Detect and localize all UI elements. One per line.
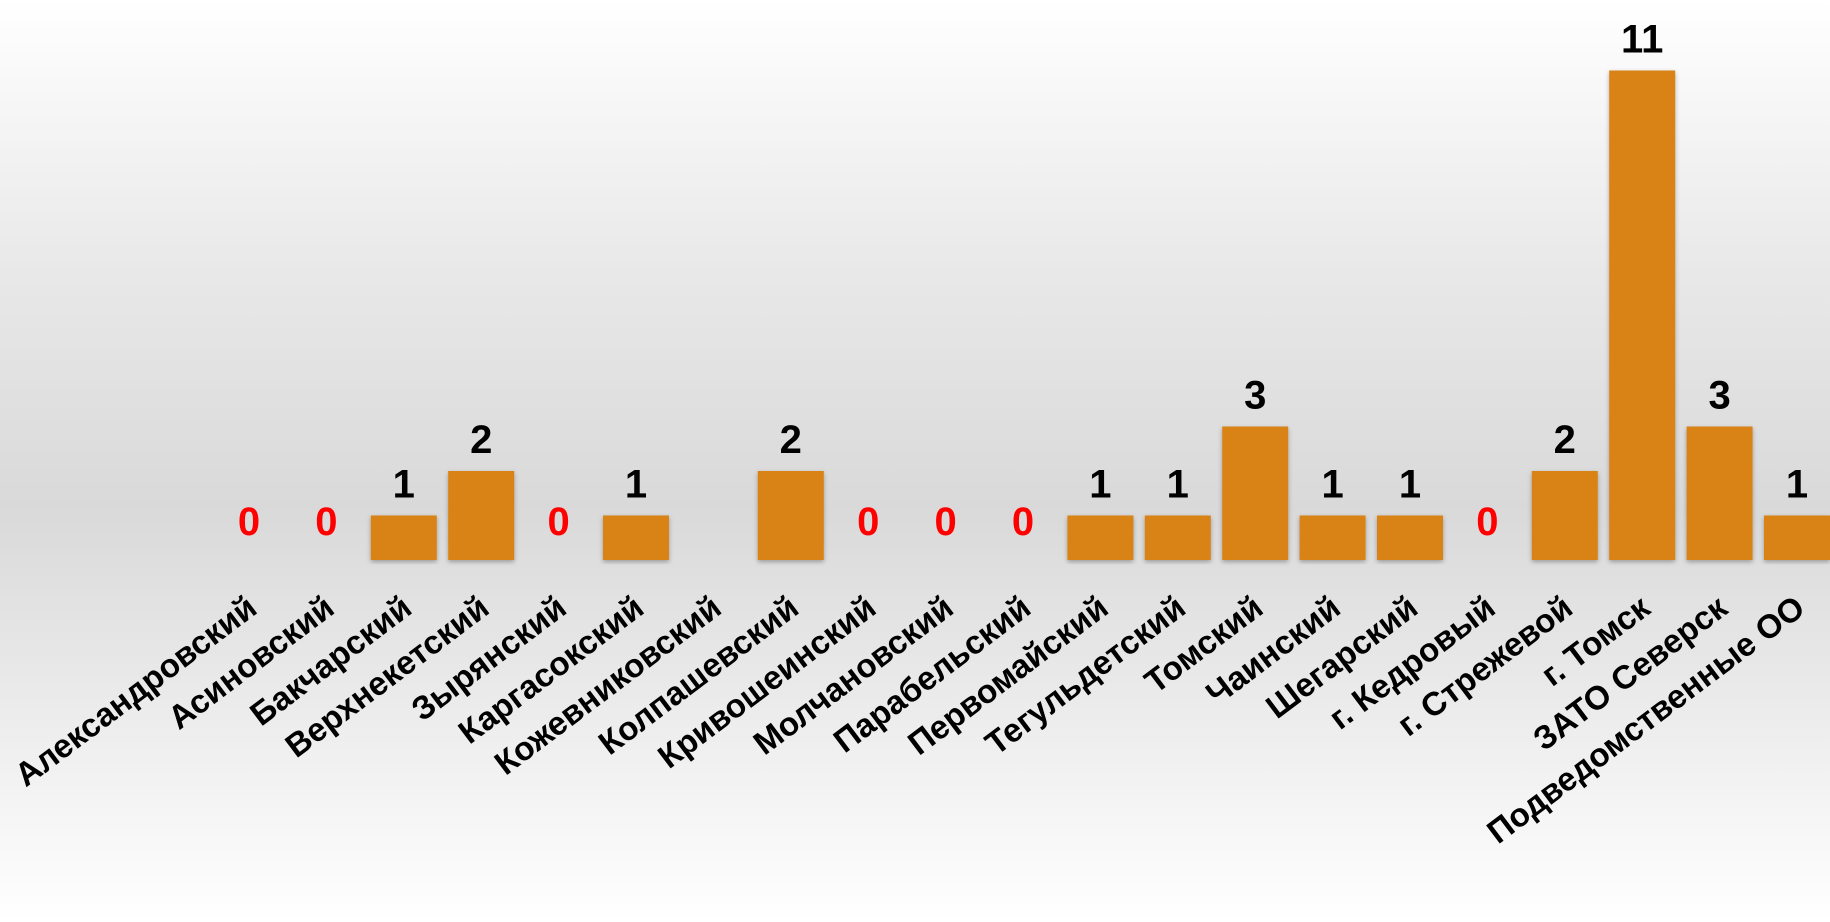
bar <box>370 515 437 560</box>
data-label: 2 <box>470 418 492 462</box>
data-label: 3 <box>1244 374 1266 418</box>
bar <box>1144 515 1211 560</box>
bar <box>448 471 515 560</box>
data-label: 0 <box>315 500 337 544</box>
data-label: 0 <box>1012 500 1034 544</box>
data-label: 1 <box>1089 463 1111 507</box>
bar <box>1222 426 1289 560</box>
bar <box>1686 426 1753 560</box>
data-label: 2 <box>780 418 802 462</box>
data-label: 1 <box>625 463 647 507</box>
bars-layer <box>370 70 1830 560</box>
data-label: 11 <box>1621 18 1663 62</box>
bar <box>1067 515 1134 560</box>
bar <box>1609 70 1676 560</box>
data-label: 3 <box>1708 374 1730 418</box>
bar <box>757 471 824 560</box>
data-label: 1 <box>1321 463 1343 507</box>
data-label: 1 <box>1399 463 1421 507</box>
bar <box>1299 515 1366 560</box>
data-label: 0 <box>934 500 956 544</box>
data-label: 1 <box>393 463 415 507</box>
data-label: 0 <box>547 500 569 544</box>
bar <box>1764 515 1830 560</box>
data-label: 0 <box>1476 500 1498 544</box>
bar <box>603 515 669 560</box>
data-label: 1 <box>1786 463 1808 507</box>
data-label: 0 <box>857 500 879 544</box>
bar <box>1377 515 1443 560</box>
data-label: 2 <box>1554 418 1576 462</box>
category-labels-layer: АлександровскийАсиновскийБакчарскийВерхн… <box>8 588 1811 851</box>
data-label: 0 <box>238 500 260 544</box>
data-label: 1 <box>1167 463 1189 507</box>
bar <box>1531 471 1598 560</box>
